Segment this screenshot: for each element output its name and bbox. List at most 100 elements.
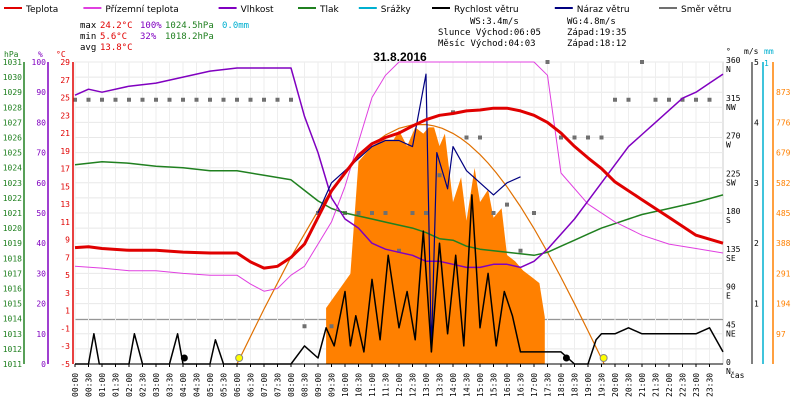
degc-tick-label: 23 [60,111,70,120]
wind-direction-point [613,97,617,102]
pct-tick-label: 20 [36,300,46,309]
degc-tick-label: -5 [60,360,70,369]
dir-tick-label: 135 [726,245,741,254]
chart-title: 31.8.2016 [373,50,427,64]
wind-direction-point [707,97,712,102]
wind-direction-point [329,324,334,329]
x-tick-label: 16:30 [517,373,526,397]
ms-tick-label: 3 [754,179,759,188]
hpa-tick-label: 1016 [3,285,22,294]
degc-tick-label: 9 [65,236,70,245]
wind-direction-point [275,97,280,102]
wind-speed-stat: WS:3.4m/s [470,17,519,27]
x-tick-label: 10:30 [355,373,364,397]
hpa-tick-label: 1022 [3,194,22,203]
wind-direction-series [73,60,712,329]
dir-tick-label: 315 [726,94,741,103]
wind-direction-point [437,173,442,178]
x-tick-label: 15:00 [476,373,485,397]
wm2-tick-label: 388 [776,239,791,248]
dir-tick-compass: W [726,141,731,150]
x-tick-label: 21:30 [652,373,661,397]
legend-label-4: Srážky [381,5,412,15]
degc-tick-label: 13 [60,200,70,209]
degc-tick-label: -1 [60,324,70,333]
pct-tick-label: 80 [36,118,46,127]
legend-label-1: Přízemní teplota [105,5,178,15]
dir-tick-label: 0 [726,358,731,367]
wind-direction-point [221,97,226,102]
x-tick-label: 14:00 [449,373,458,397]
legend-label-6: Náraz větru [577,5,630,15]
wm2-tick-label: 291 [776,269,791,278]
dir-tick-compass: S [726,216,731,225]
wind-direction-point [113,97,118,102]
pct-tick-label: 0 [41,360,46,369]
wind-direction-point [572,135,577,140]
mm-tick-label: 1 [764,59,769,68]
stat-max-hum: 100% [140,21,162,31]
hpa-tick-label: 1021 [3,209,22,218]
wm2-tick-label: 582 [776,179,791,188]
degc-tick-label: 21 [60,129,70,138]
moon-rise: Měsíc Východ:04:03 [438,39,536,49]
x-tick-label: 22:30 [679,373,688,397]
stat-max-label: max [80,21,97,31]
wind-direction-point [464,135,469,140]
wm2-tick-label: 776 [776,118,791,127]
solar-fill-area [326,127,545,365]
wind-direction-point [100,97,104,102]
x-tick-label: 19:30 [598,373,607,397]
mm-axis-label: mm [764,47,774,56]
pct-tick-label: 10 [36,330,46,339]
sunset-marker [599,354,608,362]
stat-max-press: 1024.5hPa [165,21,214,31]
x-tick-label: 15:30 [490,373,499,397]
x-tick-label: 21:00 [638,373,647,397]
hpa-tick-label: 1030 [3,73,22,82]
wind-direction-point [586,135,590,140]
wind-direction-point [505,202,509,207]
wind-direction-point [532,211,536,215]
wind-direction-point [235,97,239,102]
x-tick-label: 03:00 [152,373,161,397]
wind-direction-point [370,211,374,215]
x-tick-label: 05:00 [206,373,215,397]
hpa-tick-label: 1017 [3,269,22,278]
legend-label-5: Rychlost větru [454,5,519,15]
pct-tick-label: 30 [36,269,46,278]
ms-tick-label: 5 [754,58,759,67]
dir-tick-compass: NW [726,103,736,112]
wind-direction-point [410,211,415,215]
hpa-tick-label: 1023 [3,179,22,188]
dir-tick-label: 360 [726,56,741,65]
x-tick-label: 18:30 [571,373,580,397]
wind-direction-point [127,97,131,102]
axes: 1031103010291028102710261025102410231022… [3,47,791,397]
hpa-tick-label: 1029 [3,88,22,97]
x-tick-label: 12:30 [409,373,418,397]
stat-min-label: min [80,32,96,42]
wind-direction-point [559,135,563,140]
degc-tick-label: 3 [65,289,70,298]
wind-direction-point [86,97,91,102]
x-tick-label: 17:00 [530,373,539,397]
x-tick-label: 14:30 [463,373,472,397]
legend-label-3: Tlak [319,5,340,15]
x-tick-label: 01:30 [112,373,121,397]
wind-direction-point [653,97,658,102]
sun-rise: Slunce Východ:06:05 [438,28,541,38]
hpa-tick-label: 1019 [3,239,22,248]
wind-direction-point [181,97,185,102]
degc-tick-label: -3 [60,342,70,351]
dir-tick-label: 180 [726,207,741,216]
dir-tick-label: 270 [726,132,741,141]
pct-tick-label: 70 [36,149,46,158]
dir-tick-compass: E [726,292,731,301]
wind-direction-point [518,248,523,253]
wind-direction-point [194,97,199,102]
x-tick-label: 18:00 [557,373,566,397]
wind-direction-point [262,97,266,102]
x-tick-label: 11:30 [382,373,391,397]
